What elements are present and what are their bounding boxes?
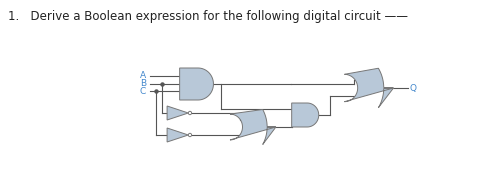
Polygon shape bbox=[291, 103, 318, 127]
Circle shape bbox=[188, 111, 191, 115]
Text: Q: Q bbox=[409, 84, 416, 92]
Polygon shape bbox=[179, 68, 213, 100]
Text: B: B bbox=[139, 80, 146, 88]
Text: C: C bbox=[139, 86, 146, 96]
Polygon shape bbox=[167, 106, 188, 120]
Text: A: A bbox=[139, 72, 146, 80]
Polygon shape bbox=[229, 110, 276, 145]
Polygon shape bbox=[344, 68, 393, 108]
Polygon shape bbox=[167, 128, 188, 142]
Circle shape bbox=[188, 133, 191, 137]
Text: 1.   Derive a Boolean expression for the following digital circuit ——: 1. Derive a Boolean expression for the f… bbox=[8, 10, 407, 23]
